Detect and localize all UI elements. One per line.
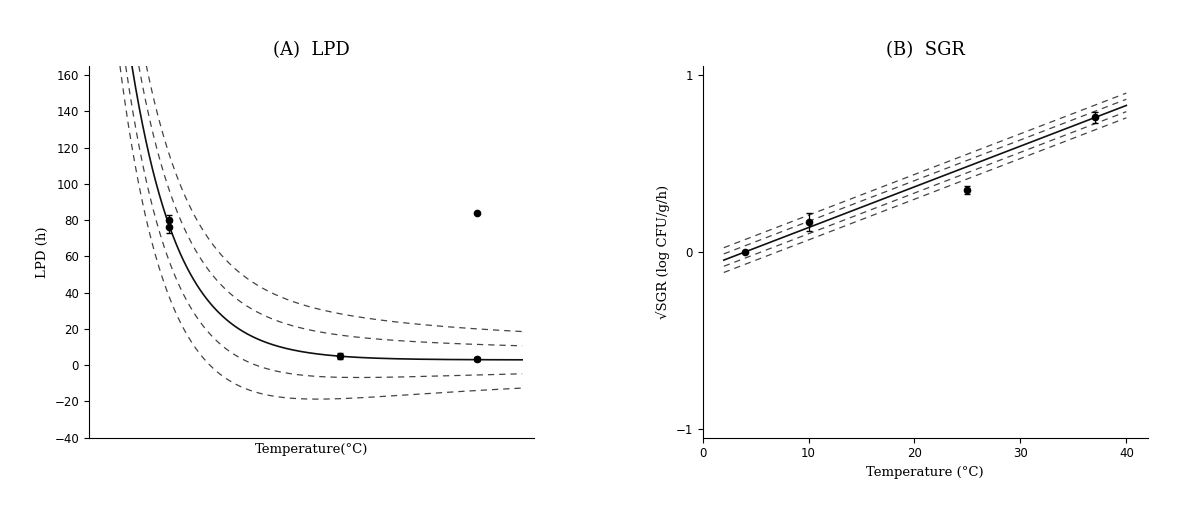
Y-axis label: LPD (h): LPD (h) xyxy=(35,226,49,278)
X-axis label: Temperature(°C): Temperature(°C) xyxy=(254,443,368,456)
Title: (B)  SGR: (B) SGR xyxy=(886,41,964,59)
Title: (A)  LPD: (A) LPD xyxy=(273,41,349,59)
X-axis label: Temperature (°C): Temperature (°C) xyxy=(866,466,984,479)
Y-axis label: √SGR (log CFU/g/h): √SGR (log CFU/g/h) xyxy=(657,185,670,319)
